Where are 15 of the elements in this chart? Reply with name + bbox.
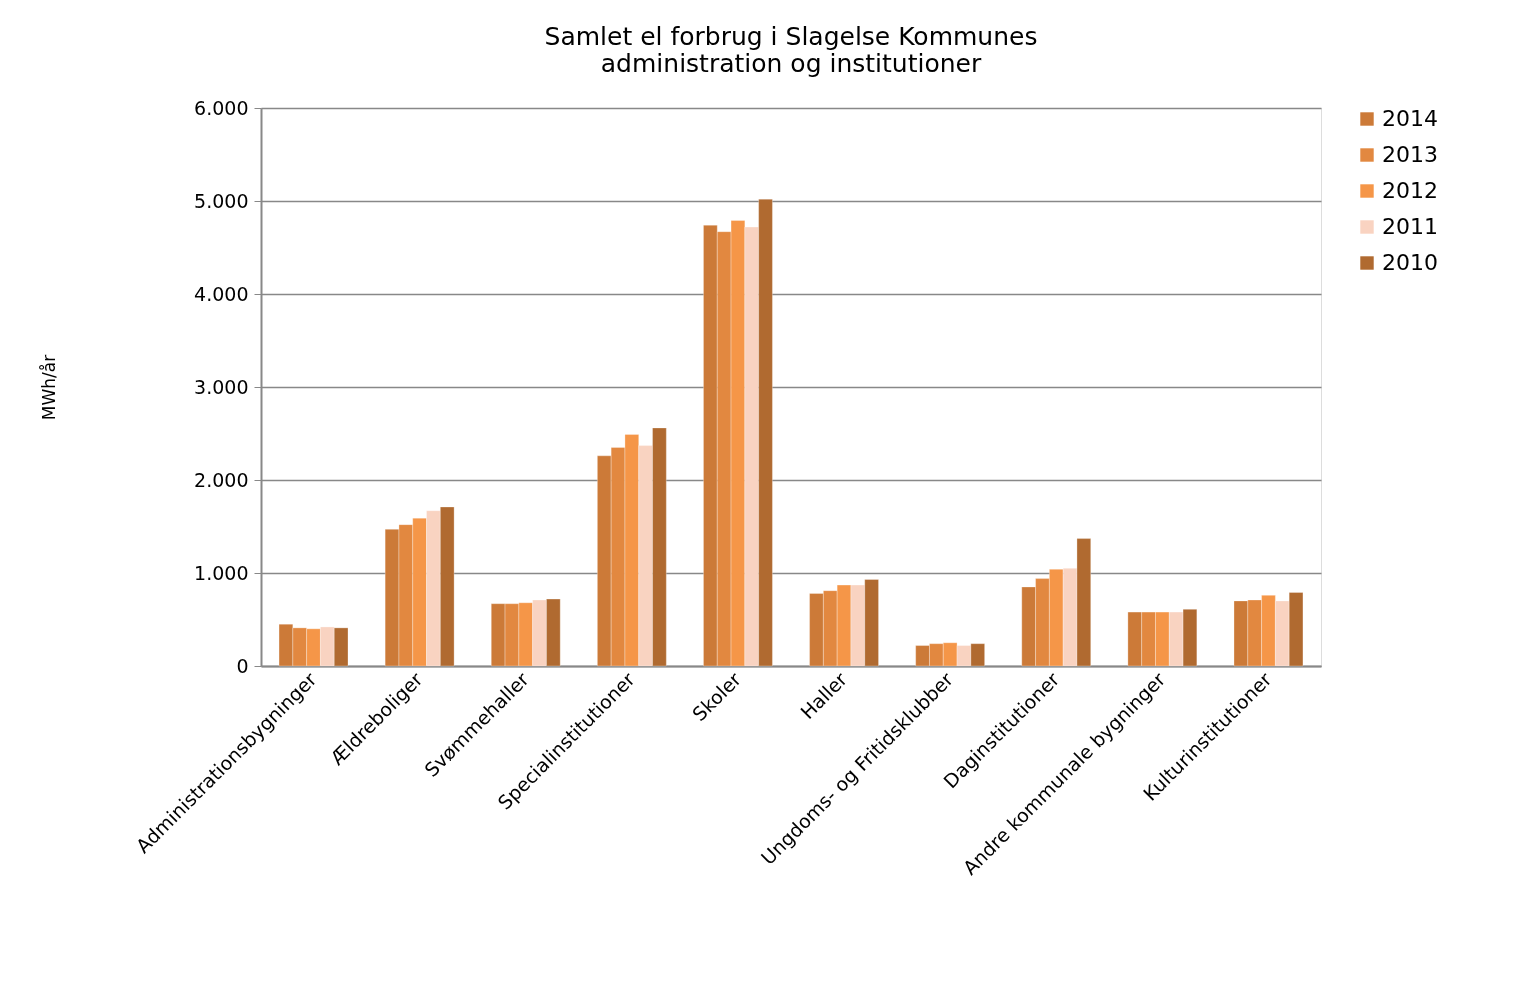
y-tick-label: 2.000 [194, 468, 249, 491]
y-tick-label: 5.000 [194, 189, 249, 212]
legend-label: 2013 [1382, 142, 1438, 167]
legend-label: 2014 [1382, 106, 1438, 131]
text: Samlet el forbrug i Slagelse Kommunes [544, 22, 1038, 51]
y-tick-label: 4.000 [194, 282, 249, 305]
y-tick-label: 0 [236, 654, 249, 677]
y-tick-label: 6.000 [194, 96, 249, 119]
legend-label: 2010 [1382, 250, 1438, 275]
y-tick-label: 3.000 [194, 375, 249, 398]
y-axis-title: MWh/år [39, 354, 60, 421]
y-tick-label: 1.000 [194, 561, 249, 584]
legend-label: 2012 [1382, 178, 1438, 203]
legend-label: 2011 [1382, 214, 1438, 239]
text: administration og institutioner [600, 49, 982, 78]
